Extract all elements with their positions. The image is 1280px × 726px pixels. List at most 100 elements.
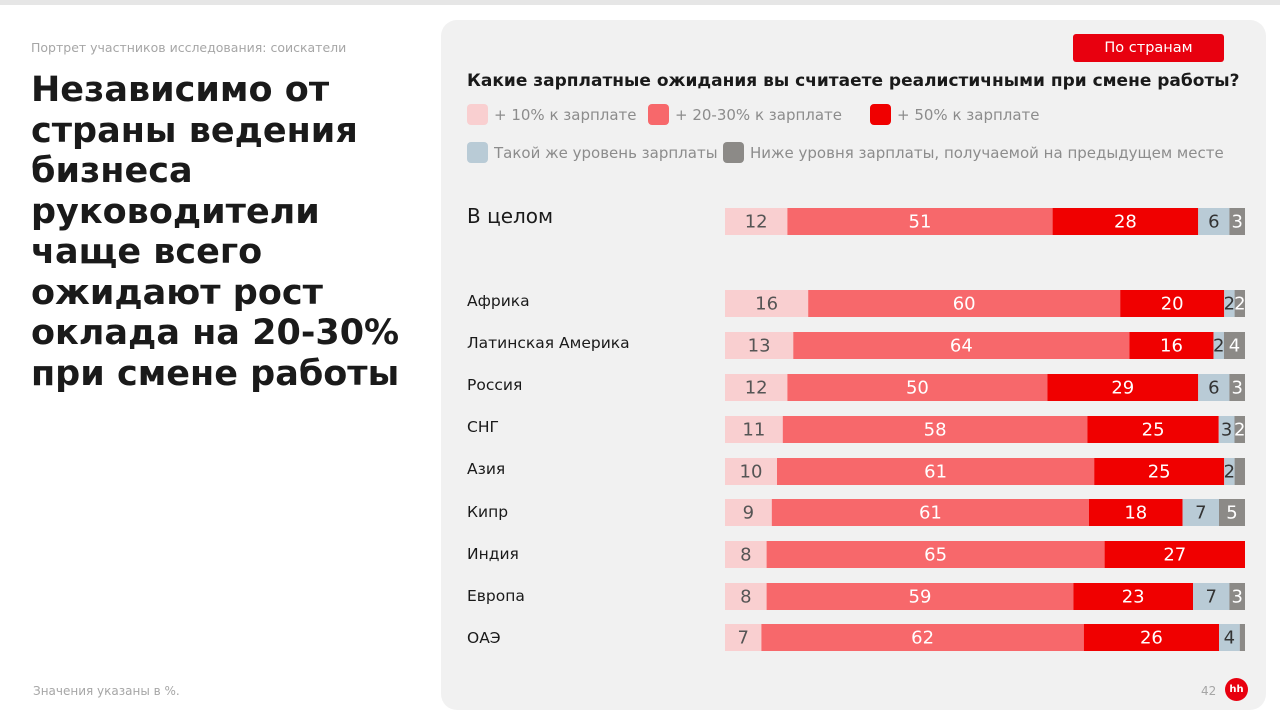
data-label-overall-plus20-30: 51 <box>909 212 932 233</box>
bar-latin-america-lower <box>1223 332 1245 359</box>
data-label-latin-america-plus50: 16 <box>1160 336 1183 357</box>
bar-russia-plus20-30 <box>787 374 1048 401</box>
legend-item-10: + 10% к зарплате <box>467 104 637 125</box>
data-label-europe-plus20-30: 59 <box>909 587 932 608</box>
legend-label-10: + 10% к зарплате <box>494 105 637 124</box>
data-label-asia-plus20-30: 61 <box>924 462 947 483</box>
category-label-europe: Европа <box>467 587 525 605</box>
bar-cis-plus20-30 <box>782 416 1088 443</box>
category-label-latin-america: Латинская Америка <box>467 334 630 352</box>
hh-logo: hh <box>1225 678 1248 701</box>
chart-title: Какие зарплатные ожидания вы считаете ре… <box>467 71 1240 91</box>
bar-africa-lower <box>1234 290 1245 317</box>
category-label-cyprus: Кипр <box>467 503 509 521</box>
data-label-europe-lower: 3 <box>1231 587 1242 608</box>
legend-item-50: + 50% к зарплате <box>870 104 1040 125</box>
data-label-latin-america-plus20-30: 64 <box>950 336 973 357</box>
bar-latin-america-same <box>1213 332 1224 359</box>
data-label-russia-plus20-30: 50 <box>906 378 929 399</box>
bar-uae-plus10 <box>725 624 762 651</box>
bar-europe-same <box>1193 583 1230 610</box>
legend-label-20-30: + 20-30% к зарплате <box>675 105 843 124</box>
data-label-cyprus-same: 7 <box>1195 503 1206 524</box>
bar-cyprus-lower <box>1219 499 1245 526</box>
bar-russia-plus10 <box>725 374 788 401</box>
bar-cis-plus50 <box>1087 416 1219 443</box>
bar-cyprus-plus20-30 <box>771 499 1089 526</box>
data-label-india-plus10: 8 <box>740 545 751 566</box>
by-country-button[interactable]: По странам <box>1073 34 1224 62</box>
category-label-india: Индия <box>467 545 519 563</box>
bar-asia-plus20-30 <box>777 458 1095 485</box>
legend-label-same: Такой же уровень зарплаты <box>494 143 718 162</box>
bar-russia-same <box>1198 374 1230 401</box>
data-label-india-plus20-30: 65 <box>924 545 947 566</box>
data-label-russia-lower: 3 <box>1231 378 1242 399</box>
legend-label-50: + 50% к зарплате <box>897 105 1040 124</box>
data-label-cis-lower: 2 <box>1234 420 1245 441</box>
page-number: 42 <box>1201 684 1217 698</box>
legend-swatch-20-30 <box>648 104 669 125</box>
bar-cis-lower <box>1234 416 1245 443</box>
headline: Независимо от страны ведения бизнеса рук… <box>31 70 400 394</box>
data-label-latin-america-same: 2 <box>1213 336 1224 357</box>
bar-africa-plus50 <box>1120 290 1225 317</box>
bar-latin-america-plus50 <box>1129 332 1214 359</box>
bar-cyprus-same <box>1182 499 1219 526</box>
bar-europe-lower <box>1229 583 1245 610</box>
bar-latin-america-plus10 <box>725 332 794 359</box>
data-label-overall-lower: 3 <box>1231 212 1242 233</box>
bar-india-plus20-30 <box>766 541 1105 568</box>
data-label-cyprus-plus20-30: 61 <box>919 503 942 524</box>
bar-uae-plus50 <box>1083 624 1219 651</box>
legend-item-same: Такой же уровень зарплаты <box>467 142 722 163</box>
data-label-asia-plus50: 25 <box>1148 462 1171 483</box>
bar-asia-same <box>1224 458 1235 485</box>
data-label-russia-plus50: 29 <box>1111 378 1134 399</box>
data-label-europe-plus50: 23 <box>1122 587 1145 608</box>
bar-uae-same <box>1219 624 1240 651</box>
data-label-uae-plus50: 26 <box>1140 628 1163 649</box>
data-label-uae-plus20-30: 62 <box>911 628 934 649</box>
footnote: Значения указаны в %. <box>33 684 180 698</box>
data-label-russia-same: 6 <box>1208 378 1219 399</box>
bar-uae-lower <box>1239 624 1245 651</box>
bar-africa-plus20-30 <box>808 290 1121 317</box>
data-label-africa-lower: 2 <box>1234 294 1245 315</box>
bar-russia-lower <box>1229 374 1245 401</box>
bar-russia-plus50 <box>1047 374 1199 401</box>
data-label-india-plus50: 27 <box>1163 545 1186 566</box>
legend-swatch-lower <box>723 142 744 163</box>
data-label-africa-same: 2 <box>1224 294 1235 315</box>
category-label-uae: ОАЭ <box>467 629 501 647</box>
bar-africa-plus10 <box>725 290 809 317</box>
bar-europe-plus20-30 <box>766 583 1074 610</box>
bar-europe-plus50 <box>1073 583 1193 610</box>
bar-overall-plus50 <box>1052 208 1199 235</box>
data-label-cis-same: 3 <box>1221 420 1232 441</box>
bar-cis-plus10 <box>725 416 783 443</box>
bar-overall-plus20-30 <box>787 208 1053 235</box>
data-label-cis-plus20-30: 58 <box>924 420 947 441</box>
top-border <box>0 0 1280 5</box>
bar-cis-same <box>1218 416 1235 443</box>
data-label-africa-plus20-30: 60 <box>953 294 976 315</box>
legend-label-lower: Ниже уровня зарплаты, получаемой на пред… <box>750 143 1224 162</box>
data-label-cis-plus10: 11 <box>742 420 765 441</box>
bar-india-plus10 <box>725 541 767 568</box>
data-label-overall-plus10: 12 <box>745 212 768 233</box>
data-label-cyprus-plus50: 18 <box>1124 503 1147 524</box>
data-label-overall-plus50: 28 <box>1114 212 1137 233</box>
legend-item-20-30: + 20-30% к зарплате <box>648 104 842 125</box>
data-label-africa-plus50: 20 <box>1161 294 1184 315</box>
bar-cyprus-plus50 <box>1089 499 1183 526</box>
category-label-cis: СНГ <box>467 418 499 436</box>
data-label-asia-same: 2 <box>1224 462 1235 483</box>
data-label-latin-america-plus10: 13 <box>748 336 771 357</box>
data-label-cis-plus50: 25 <box>1142 420 1165 441</box>
bar-africa-same <box>1224 290 1235 317</box>
bar-overall-plus10 <box>725 208 788 235</box>
data-label-europe-plus10: 8 <box>740 587 751 608</box>
data-label-cyprus-plus10: 9 <box>743 503 754 524</box>
